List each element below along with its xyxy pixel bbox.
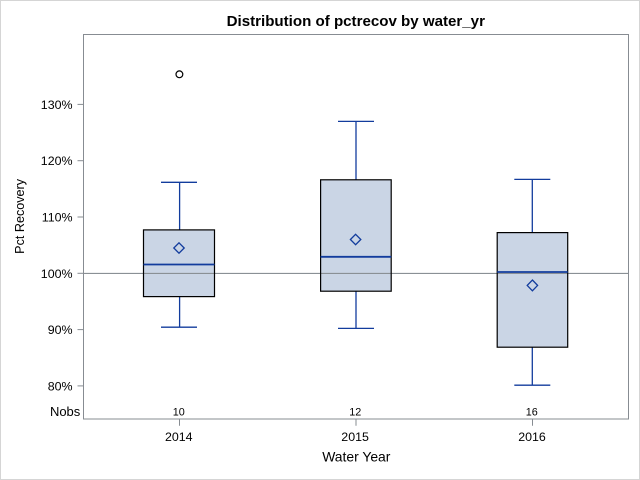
svg-text:Pct Recovery: Pct Recovery: [13, 178, 27, 254]
svg-text:80%: 80%: [48, 379, 73, 393]
svg-text:130%: 130%: [41, 98, 73, 112]
svg-text:16: 16: [526, 406, 538, 418]
svg-text:12: 12: [349, 406, 361, 418]
svg-text:100%: 100%: [41, 267, 73, 281]
svg-text:Water Year: Water Year: [322, 449, 391, 465]
svg-text:Distribution of pctrecov by wa: Distribution of pctrecov by water_yr: [227, 13, 485, 30]
svg-text:120%: 120%: [41, 154, 73, 168]
svg-text:Nobs: Nobs: [50, 404, 81, 419]
svg-text:2015: 2015: [341, 430, 369, 444]
svg-text:10: 10: [173, 406, 185, 418]
svg-text:110%: 110%: [42, 211, 73, 225]
svg-text:90%: 90%: [48, 323, 73, 337]
svg-text:2014: 2014: [165, 430, 193, 444]
svg-text:2016: 2016: [518, 430, 546, 444]
